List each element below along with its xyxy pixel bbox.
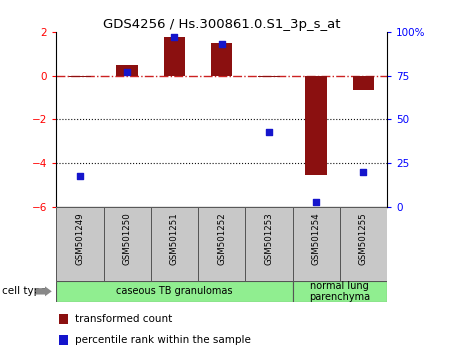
Point (171, 34, 178, 40)
Bar (164, 37, 185, 76)
Bar (258, 76, 279, 78)
Bar (151, 207, 198, 281)
Bar (198, 207, 245, 281)
Bar (56, 281, 292, 302)
Text: cell type: cell type (2, 286, 47, 296)
Text: percentile rank within the sample: percentile rank within the sample (75, 335, 251, 345)
Text: GSM501250: GSM501250 (122, 212, 131, 265)
Bar (292, 207, 340, 281)
Text: normal lung
parenchyma: normal lung parenchyma (309, 280, 370, 302)
Text: GSM501254: GSM501254 (311, 212, 320, 265)
Bar (211, 43, 232, 76)
Point (123, 69, 130, 75)
Bar (117, 65, 138, 76)
Text: GSM501253: GSM501253 (265, 212, 274, 265)
Point (218, 41, 225, 47)
Text: transformed count: transformed count (75, 314, 172, 324)
Text: GSM501249: GSM501249 (76, 212, 85, 265)
Point (76, 173, 84, 178)
Point (266, 129, 273, 135)
Point (360, 169, 367, 175)
Bar (353, 76, 374, 90)
Bar (306, 76, 327, 175)
Text: caseous TB granulomas: caseous TB granulomas (116, 286, 233, 296)
Bar (245, 207, 292, 281)
Bar (104, 207, 151, 281)
Text: GSM501252: GSM501252 (217, 212, 226, 265)
Text: GSM501255: GSM501255 (359, 212, 368, 265)
Bar (56, 207, 104, 281)
Title: GDS4256 / Hs.300861.0.S1_3p_s_at: GDS4256 / Hs.300861.0.S1_3p_s_at (103, 18, 340, 31)
Point (312, 199, 319, 205)
Bar (340, 207, 387, 281)
Text: GSM501251: GSM501251 (170, 212, 179, 265)
Bar (292, 281, 387, 302)
